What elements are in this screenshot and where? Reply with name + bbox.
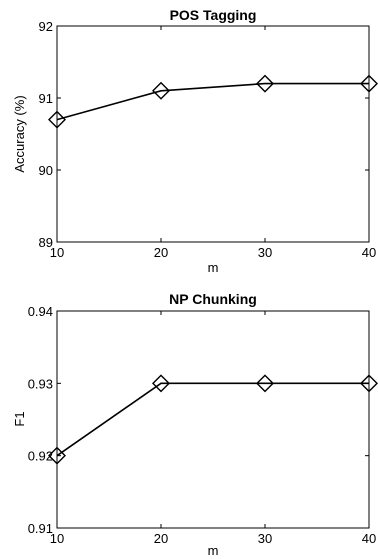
series-line — [56, 382, 369, 457]
y-tick-label: 92 — [39, 19, 53, 34]
data-point-marker — [48, 446, 66, 465]
ticks — [56, 25, 370, 243]
data-point-marker — [256, 374, 274, 393]
chart-title: NP Chunking — [169, 291, 257, 307]
plot-frame — [56, 310, 370, 529]
data-point-marker — [48, 110, 66, 129]
y-tick-label: 0.91 — [28, 521, 53, 536]
x-tick-label: 40 — [362, 531, 376, 546]
x-axis-label: m — [208, 260, 219, 275]
data-point-marker — [360, 74, 378, 93]
series-marks — [48, 374, 378, 465]
data-point-marker — [152, 374, 170, 393]
y-axis-label: F1 — [12, 411, 27, 426]
chart-title: POS Tagging — [170, 7, 257, 23]
series-line — [56, 82, 369, 121]
x-tick-label: 20 — [154, 245, 168, 260]
x-tick-label: 10 — [50, 245, 64, 260]
data-point-marker — [256, 74, 274, 93]
y-axis-label: Accuracy (%) — [12, 95, 27, 172]
data-point-marker — [360, 374, 378, 393]
x-axis-label: m — [208, 543, 219, 558]
data-point-marker — [152, 81, 170, 100]
tick-labels: 10 20 30 40 0.91 0.92 0.93 0.94 — [28, 304, 377, 546]
series-marks — [48, 74, 378, 129]
y-tick-label: 0.94 — [28, 304, 53, 319]
y-tick-label: 91 — [39, 91, 53, 106]
y-tick-label: 0.92 — [28, 449, 53, 464]
y-tick-label: 90 — [39, 163, 53, 178]
x-tick-label: 30 — [258, 245, 272, 260]
x-tick-label: 20 — [154, 531, 168, 546]
x-tick-label: 10 — [50, 531, 64, 546]
x-tick-label: 40 — [362, 245, 376, 260]
chart-pos-tagging: POS Tagging 10 20 30 40 89 90 91 92 m Accuracy … — [12, 7, 378, 275]
chart-np-chunking: NP Chunking 10 20 30 40 0.91 0.92 0.93 0.94 m F… — [12, 291, 378, 558]
y-tick-label: 0.93 — [28, 376, 53, 391]
y-tick-label: 89 — [39, 235, 53, 250]
plot-frame — [56, 25, 370, 243]
ticks — [56, 310, 370, 529]
tick-labels: 10 20 30 40 89 90 91 92 — [39, 19, 377, 260]
x-tick-label: 30 — [258, 531, 272, 546]
